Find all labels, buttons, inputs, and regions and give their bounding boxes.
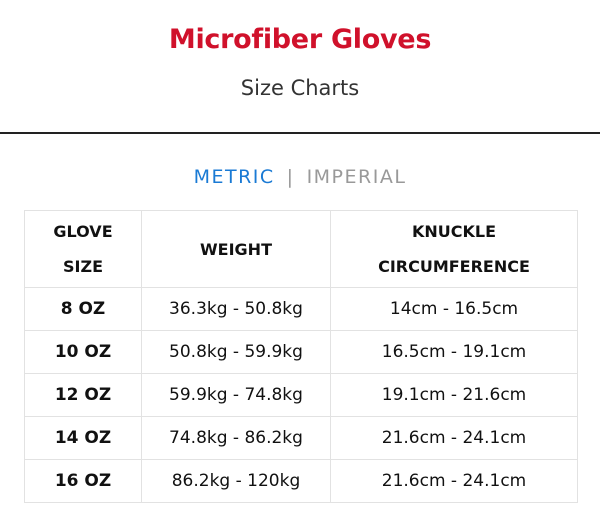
glove-size-cell: 8 OZ (24, 287, 142, 331)
header-text: GLOVE (53, 222, 113, 241)
table-row: 16 OZ 86.2kg - 120kg 21.6cm - 24.1cm (24, 459, 578, 503)
page-title: Microfiber Gloves (168, 24, 432, 55)
size-chart-table: GLOVE SIZE WEIGHT KNUCKLE CIRCUMFERENCE 8 … (24, 210, 578, 503)
knuckle-cell: 21.6cm - 24.1cm (330, 416, 578, 460)
table-row: 14 OZ 74.8kg - 86.2kg 21.6cm - 24.1cm (24, 416, 578, 460)
header-text: SIZE (62, 257, 103, 276)
tab-separator: | (286, 166, 295, 188)
weight-cell: 36.3kg - 50.8kg (141, 287, 331, 331)
page-subtitle: Size Charts (240, 76, 360, 100)
table-row: 10 OZ 50.8kg - 59.9kg 16.5cm - 19.1cm (24, 330, 578, 374)
glove-size-cell: 10 OZ (24, 330, 142, 374)
divider (0, 132, 600, 134)
glove-size-cell: 12 OZ (24, 373, 142, 417)
knuckle-cell: 21.6cm - 24.1cm (330, 459, 578, 503)
table-row: 8 OZ 36.3kg - 50.8kg 14cm - 16.5cm (24, 287, 578, 331)
weight-cell: 74.8kg - 86.2kg (141, 416, 331, 460)
header-weight: WEIGHT (141, 210, 331, 288)
tab-metric[interactable]: METRIC (193, 166, 275, 188)
weight-cell: 86.2kg - 120kg (141, 459, 331, 503)
glove-size-cell: 14 OZ (24, 416, 142, 460)
tab-imperial[interactable]: IMPERIAL (306, 166, 407, 188)
header-text: CIRCUMFERENCE (378, 257, 530, 276)
weight-cell: 50.8kg - 59.9kg (141, 330, 331, 374)
glove-size-cell: 16 OZ (24, 459, 142, 503)
table-row: 12 OZ 59.9kg - 74.8kg 19.1cm - 21.6cm (24, 373, 578, 417)
knuckle-cell: 19.1cm - 21.6cm (330, 373, 578, 417)
knuckle-cell: 16.5cm - 19.1cm (330, 330, 578, 374)
header-text: KNUCKLE (411, 222, 497, 241)
header-glove-size: GLOVE SIZE (24, 210, 142, 288)
table-header-row: GLOVE SIZE WEIGHT KNUCKLE CIRCUMFERENCE (24, 210, 578, 288)
header-knuckle-circumference: KNUCKLE CIRCUMFERENCE (330, 210, 578, 288)
weight-cell: 59.9kg - 74.8kg (141, 373, 331, 417)
knuckle-cell: 14cm - 16.5cm (330, 287, 578, 331)
unit-tabs: METRIC | IMPERIAL (0, 166, 600, 188)
